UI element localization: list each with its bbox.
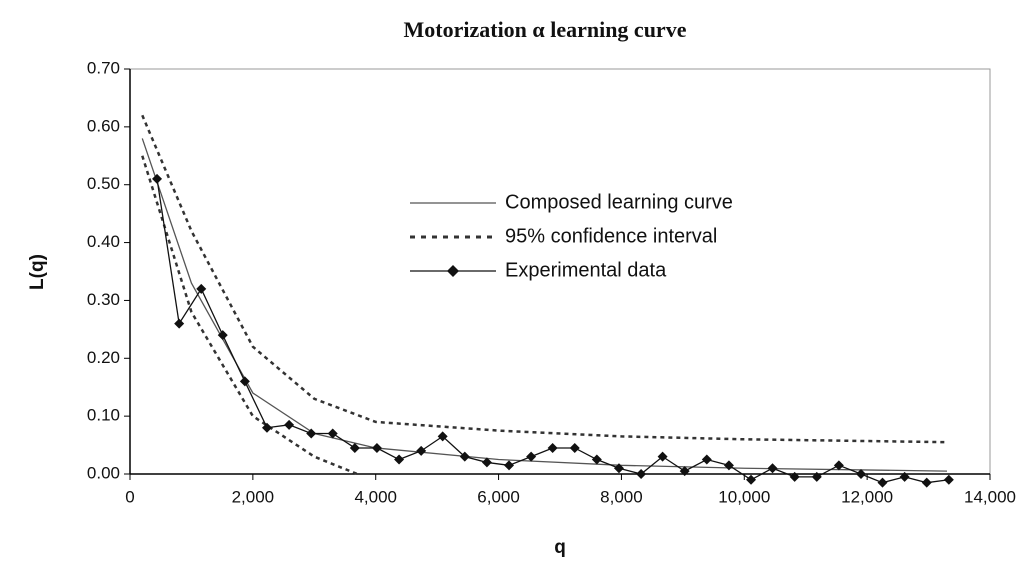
data-point [261,422,272,433]
x-tick-label: 12,000 [841,487,893,506]
y-tick-label: 0.10 [87,406,120,425]
data-point [217,330,228,341]
legend-label: 95% confidence interval [505,225,717,247]
data-point [613,463,624,474]
legend-label: Experimental data [505,259,667,281]
data-point [239,376,250,387]
y-tick-label: 0.70 [87,58,120,77]
chart-title: Motorization α learning curve [404,17,687,42]
x-tick-label: 14,000 [964,487,1016,506]
data-point [174,318,185,329]
legend-label: Composed learning curve [505,191,733,213]
x-tick-label: 2,000 [232,487,275,506]
y-tick-label: 0.20 [87,348,120,367]
y-tick-label: 0.30 [87,290,120,309]
series-line [141,114,948,444]
series-line [141,138,948,472]
data-point [349,442,360,453]
data-point [746,474,757,485]
x-axis-label: q [554,537,566,558]
data-point [196,283,207,294]
y-tick-label: 0.00 [87,463,120,482]
y-tick-label: 0.50 [87,174,120,193]
data-point [899,471,910,482]
data-point [284,419,295,430]
x-tick-label: 6,000 [477,487,520,506]
y-axis-label: L(q) [27,254,48,290]
data-point [789,471,800,482]
x-tick-label: 8,000 [600,487,643,506]
data-point [481,457,492,468]
data-point [371,442,382,453]
data-point [416,445,427,456]
data-point [701,454,712,465]
data-point [636,469,647,479]
data-point [591,454,602,465]
data-point [306,428,317,439]
data-point [657,451,668,462]
data-point [504,460,515,471]
data-point [811,471,822,482]
data-point [679,466,690,477]
y-tick-label: 0.60 [87,116,120,135]
x-tick-label: 4,000 [354,487,397,506]
data-point [877,477,888,488]
data-point [152,173,163,184]
series-line [141,155,358,476]
data-point [459,451,470,462]
data-point [526,451,537,462]
data-point [921,477,932,488]
data-point [833,460,844,471]
x-tick-label: 0 [125,487,134,506]
x-tick-label: 10,000 [718,487,770,506]
legend-marker [447,265,459,277]
data-point [327,428,338,439]
data-point [943,474,954,485]
data-point [394,454,405,465]
data-point [569,442,580,453]
data-point [856,469,866,479]
data-point [547,442,558,453]
data-point [437,431,448,442]
data-point [767,463,778,474]
y-tick-label: 0.40 [87,232,120,251]
data-point [723,460,734,471]
